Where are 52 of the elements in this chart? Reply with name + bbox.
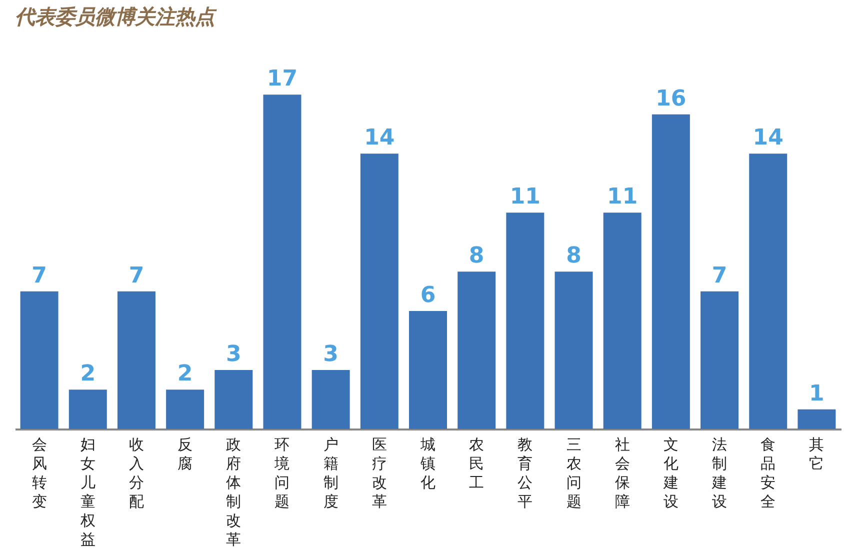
x-tick-label: 妇女儿童权益 bbox=[79, 436, 96, 548]
bar bbox=[652, 114, 690, 429]
bar bbox=[312, 370, 350, 429]
data-label: 16 bbox=[656, 86, 686, 112]
data-label: 8 bbox=[468, 244, 484, 269]
bar bbox=[117, 291, 156, 429]
bar bbox=[506, 212, 544, 429]
data-label: 3 bbox=[226, 342, 242, 367]
bar bbox=[409, 311, 447, 429]
chart-title: 代表委员微博关注热点 bbox=[15, 4, 217, 29]
data-label: 14 bbox=[364, 126, 395, 151]
x-tick-label: 三农问题 bbox=[566, 436, 582, 510]
bar bbox=[214, 370, 253, 429]
x-tick-label: 户籍制度 bbox=[323, 436, 338, 510]
bar bbox=[749, 154, 788, 429]
data-label: 11 bbox=[607, 184, 638, 210]
x-tick-label: 农民工 bbox=[469, 436, 484, 492]
x-tick-label: 其它 bbox=[809, 436, 824, 472]
x-tick-label: 教育公平 bbox=[518, 436, 533, 510]
bar bbox=[554, 272, 593, 429]
bar bbox=[166, 390, 204, 429]
bar bbox=[263, 94, 302, 429]
x-tick-label: 城镇化 bbox=[420, 436, 436, 492]
data-label: 8 bbox=[566, 244, 582, 269]
data-label: 3 bbox=[323, 342, 338, 367]
x-tick-label: 环境问题 bbox=[274, 436, 290, 510]
x-tick-label: 反腐 bbox=[178, 436, 193, 472]
data-label: 1 bbox=[809, 381, 824, 406]
data-label: 2 bbox=[80, 362, 96, 387]
bar bbox=[68, 390, 107, 429]
data-label: 7 bbox=[32, 263, 47, 288]
bar bbox=[798, 409, 836, 429]
data-label: 14 bbox=[752, 126, 784, 151]
data-label: 6 bbox=[420, 283, 436, 308]
data-label: 7 bbox=[128, 263, 144, 288]
bar bbox=[700, 291, 739, 429]
bar bbox=[20, 291, 58, 429]
x-tick-label: 政府体制改革 bbox=[226, 436, 242, 548]
x-tick-label: 会风转变 bbox=[32, 436, 47, 510]
x-tick-label: 文化建设 bbox=[662, 436, 678, 510]
bar bbox=[458, 272, 496, 429]
data-label: 7 bbox=[712, 263, 728, 288]
bar bbox=[360, 154, 398, 429]
data-label: 11 bbox=[510, 184, 540, 210]
x-tick-label: 收入分配 bbox=[128, 436, 144, 510]
x-tick-label: 医疗改革 bbox=[372, 436, 387, 510]
data-label: 17 bbox=[266, 66, 298, 92]
x-tick-label: 社会保障 bbox=[614, 436, 630, 510]
bar bbox=[603, 212, 642, 429]
x-tick-label: 食品安全 bbox=[760, 436, 776, 510]
x-tick-label: 法制建设 bbox=[711, 436, 728, 510]
data-label: 2 bbox=[177, 362, 193, 387]
